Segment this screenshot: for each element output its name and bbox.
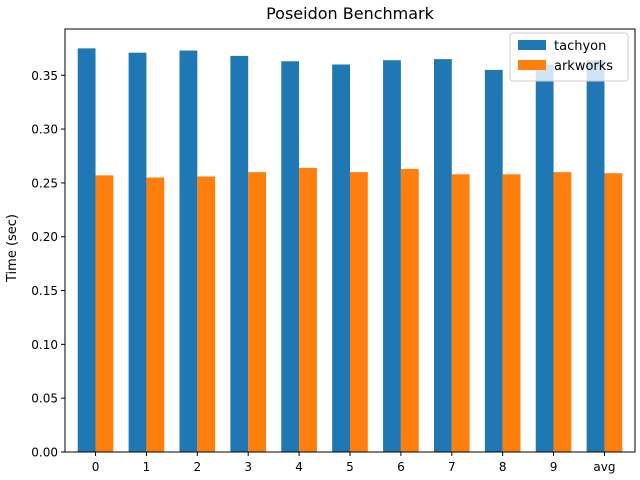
x-tick-label: avg <box>593 460 615 474</box>
x-axis: 0 1 2 3 4 5 6 7 8 9 avg <box>92 452 616 474</box>
legend-label-arkworks: arkworks <box>554 59 613 74</box>
y-axis-label: Time (sec) <box>5 214 20 283</box>
bar-tachyon-3 <box>230 55 249 452</box>
bar-tachyon-5 <box>332 64 350 453</box>
bar-tachyon-8 <box>484 69 503 453</box>
legend-label-tachyon: tachyon <box>554 39 606 54</box>
chart-title: Poseidon Benchmark <box>266 4 435 23</box>
bar-arkworks-0 <box>95 175 114 452</box>
bar-tachyon-4 <box>281 61 300 452</box>
bar-arkworks-5 <box>350 172 368 452</box>
y-tick-label: 0.30 <box>31 123 58 137</box>
y-tick-label: 0.20 <box>31 230 58 244</box>
bars-group <box>77 48 623 453</box>
bar-tachyon-avg <box>586 60 605 453</box>
plot-frame <box>64 28 636 453</box>
y-tick-label: 0.10 <box>31 338 58 352</box>
y-tick-label: 0.05 <box>31 392 58 406</box>
x-tick-label: 6 <box>397 460 405 474</box>
x-tick-label: 3 <box>244 460 252 474</box>
x-tick-label: 1 <box>143 460 151 474</box>
bar-arkworks-6 <box>400 168 419 453</box>
x-tick-label: 5 <box>346 460 354 474</box>
bar-arkworks-8 <box>502 174 521 452</box>
bar-arkworks-7 <box>451 174 470 452</box>
y-tick-label: 0.35 <box>31 69 58 83</box>
bar-arkworks-9 <box>553 172 572 452</box>
bar-tachyon-6 <box>383 60 401 453</box>
legend-swatch-tachyon <box>518 40 546 50</box>
x-tick-label: 8 <box>499 460 507 474</box>
bar-tachyon-1 <box>128 52 147 453</box>
bar-tachyon-2 <box>179 50 198 452</box>
y-axis: 0.00 0.05 0.10 0.15 0.20 0.25 0.30 0.35 <box>31 69 65 460</box>
legend-swatch-arkworks <box>518 60 546 70</box>
bar-arkworks-4 <box>299 167 317 452</box>
y-tick-label: 0.25 <box>31 176 58 190</box>
x-tick-label: 9 <box>550 460 558 474</box>
bar-arkworks-avg <box>604 173 623 453</box>
x-tick-label: 4 <box>295 460 303 474</box>
bar-tachyon-7 <box>433 59 452 452</box>
bar-arkworks-3 <box>248 172 267 452</box>
bar-arkworks-2 <box>197 176 216 452</box>
bar-tachyon-9 <box>535 64 554 453</box>
y-tick-label: 0.15 <box>31 284 58 298</box>
x-tick-label: 2 <box>194 460 202 474</box>
bar-arkworks-1 <box>146 177 165 452</box>
legend: tachyon arkworks <box>509 32 629 82</box>
y-tick-label: 0.00 <box>31 446 58 460</box>
x-tick-label: 7 <box>448 460 456 474</box>
bar-tachyon-0 <box>77 48 96 453</box>
x-tick-label: 0 <box>92 460 100 474</box>
